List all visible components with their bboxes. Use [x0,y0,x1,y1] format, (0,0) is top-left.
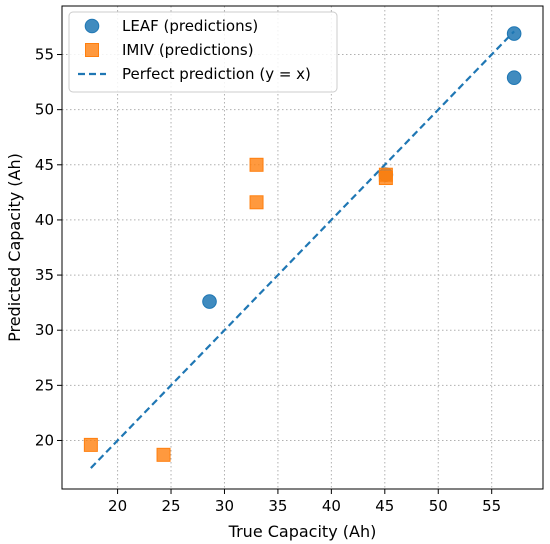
y-tick-label: 50 [35,101,54,119]
imiv-point [156,447,171,462]
data-points [83,26,522,462]
legend-marker-leaf [84,18,100,34]
legend-label-perfect-prediction: Perfect prediction (y = x) [122,65,311,83]
legend-swatch [84,18,100,34]
x-tick-label: 30 [215,497,234,515]
x-tick-label: 55 [482,497,501,515]
y-tick-label: 35 [35,266,54,284]
imiv-point [378,171,393,186]
reference-line-layer [90,30,515,469]
imiv-point [83,437,98,452]
legend-box [68,11,338,93]
legend-item-perfect-prediction: Perfect prediction (y = x) [78,65,311,83]
legend-label-leaf: LEAF (predictions) [122,17,258,35]
y-axis-label: Predicted Capacity (Ah) [5,153,24,342]
y-tick-label: 30 [35,321,54,339]
leaf-point [202,294,217,309]
x-tick-label: 50 [429,497,448,515]
x-axis-label: True Capacity (Ah) [228,522,377,541]
leaf-point [506,70,522,85]
imiv-point [249,195,264,210]
legend-swatch [85,43,99,57]
plot-frame [61,5,544,490]
x-tick-label: 45 [375,497,394,515]
y-tick-label: 55 [35,46,54,64]
legend-item-imiv: IMIV (predictions) [85,41,254,59]
perfect-prediction-line [90,30,515,469]
y-tick-label: 20 [35,431,54,449]
x-tick-label: 20 [108,497,127,515]
x-tick-label: 40 [322,497,341,515]
legend: LEAF (predictions) IMIV (predictions) Pe… [68,11,338,93]
leaf-point [506,26,522,41]
legend-marker-imiv [85,43,99,57]
legend-item-leaf: LEAF (predictions) [84,17,258,35]
imiv-point [249,157,264,172]
y-tick-label: 25 [35,376,54,394]
legend-label-imiv: IMIV (predictions) [122,41,254,59]
axis-ticks: 20 25 30 35 40 45 50 55 20 25 30 35 40 45 50 55 [35,46,501,515]
x-tick-label: 25 [161,497,180,515]
y-tick-label: 40 [35,211,54,229]
y-tick-label: 45 [35,156,54,174]
x-tick-label: 35 [268,497,287,515]
